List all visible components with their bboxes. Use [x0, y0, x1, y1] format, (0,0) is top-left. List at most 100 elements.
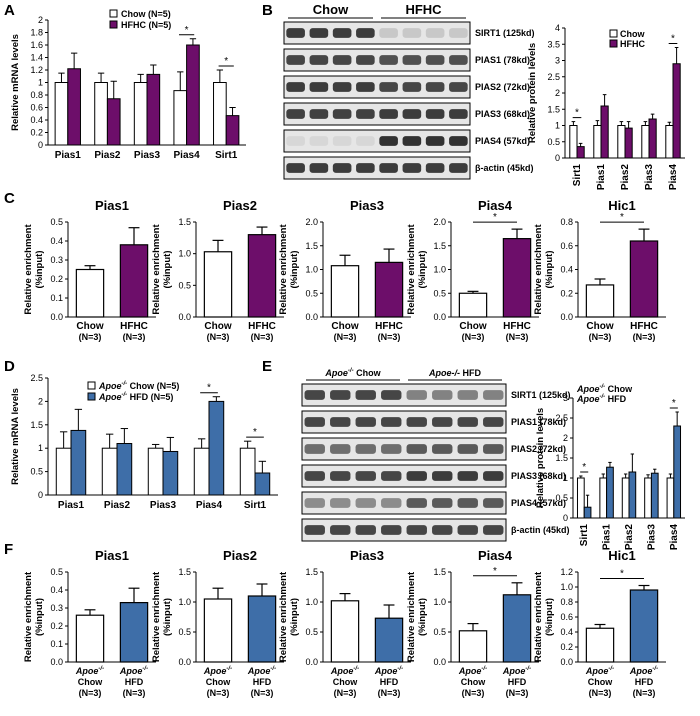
group-label: Apoe-/- HFD	[428, 368, 481, 378]
y-tick-label: 0.5	[305, 627, 318, 637]
blot-strip	[301, 491, 507, 515]
y-axis-subtitle: (%input)	[34, 251, 45, 289]
y-axis-title: Relative mRNA levels	[10, 388, 21, 485]
bar-pias4-s0	[666, 477, 675, 519]
y-tick-label: 0.5	[178, 627, 191, 637]
bar-pias4-s1	[672, 63, 681, 159]
blot-band	[381, 471, 402, 481]
panel-f-chart-hic1: 0.0 0.2 0.4 0.6 0.8 1.0 1.2 Hic1 Relative enrich…	[533, 548, 666, 698]
x-tick-label: Pias2	[94, 150, 121, 161]
significance-star: *	[575, 108, 579, 119]
x-tick-label: HFHC	[248, 321, 276, 332]
blot-band	[402, 136, 422, 146]
significance-star: *	[185, 25, 189, 36]
x-tick-label: (N=3)	[251, 688, 274, 698]
blot-band	[425, 28, 445, 38]
bar-pias1-s1	[600, 105, 609, 159]
blot-band	[449, 163, 468, 173]
blot-band	[330, 417, 351, 427]
blot-band	[381, 390, 402, 400]
y-tick-label: 1.0	[178, 597, 191, 607]
legend-label-chow: Apoe-/- Chow (N=5)	[98, 381, 179, 391]
y-axis-subtitle: (%input)	[289, 598, 300, 636]
bar-pias3-s0	[641, 125, 650, 159]
blot-strip	[301, 518, 507, 542]
legend-label-chow: Apoe-/- Chow	[576, 384, 633, 394]
bar-0	[330, 600, 360, 663]
bar-1	[629, 589, 659, 663]
blot-band	[332, 82, 352, 92]
y-axis-subtitle: (%input)	[417, 251, 428, 289]
bar-pias4-s1	[208, 400, 225, 496]
bar-1	[119, 244, 149, 318]
blot-band	[402, 163, 422, 173]
blot-band	[304, 444, 325, 454]
blot-label: PIAS3 (68kd)	[475, 109, 530, 119]
panel-c-chart-hic1: 0.0 0.2 0.4 0.6 0.8 Hic1 Relative enrichment (%…	[533, 198, 666, 342]
y-tick-label: 1.6	[30, 40, 43, 50]
blot-strip	[283, 75, 471, 99]
legend-swatch-hfd	[87, 392, 96, 401]
y-tick-label: 3	[555, 56, 560, 66]
x-tick-label: Chow	[333, 677, 358, 687]
blot-band	[402, 28, 422, 38]
y-tick-label: 0.5	[555, 493, 568, 503]
blot-band	[309, 136, 329, 146]
x-tick-label: (N=3)	[334, 688, 357, 698]
y-tick-label: 0.5	[433, 288, 446, 298]
blot-band	[309, 109, 329, 119]
bar-sirt1-s0	[213, 82, 227, 146]
blot-band	[381, 417, 402, 427]
y-tick-label: 0.5	[305, 288, 318, 298]
y-tick-label: 2	[38, 15, 43, 25]
y-tick-label: 1.5	[547, 104, 560, 114]
x-tick-label: Pias4	[196, 500, 223, 511]
blot-band	[355, 525, 376, 535]
panel-letter-d: D	[4, 358, 15, 375]
bar-pias3-s0	[644, 477, 652, 519]
y-tick-label: 0.8	[30, 90, 43, 100]
bar-0	[203, 598, 233, 663]
x-tick-label: (N=3)	[506, 688, 529, 698]
x-tick-label: Apoe-/-	[629, 666, 658, 676]
y-axis-subtitle: (%input)	[289, 251, 300, 289]
y-tick-label: 0.4	[50, 236, 63, 246]
blot-strip	[301, 464, 507, 488]
bar-pias4-s1	[673, 425, 682, 519]
blot-label: PIAS1 (78kd)	[475, 55, 530, 65]
blot-band	[304, 525, 325, 535]
blot-band	[381, 525, 402, 535]
significance-star: *	[493, 212, 497, 223]
bar-0	[75, 268, 105, 318]
blot-band	[483, 498, 504, 508]
y-tick-label: 2.5	[555, 413, 568, 423]
y-tick-label: 1.0	[305, 265, 318, 275]
y-tick-label: 0.2	[50, 274, 63, 284]
blot-band	[332, 28, 352, 38]
y-axis-title: Relative enrichment	[278, 224, 289, 315]
y-tick-label: 0.8	[560, 217, 573, 227]
x-tick-label: Chow	[78, 677, 103, 687]
x-tick-label: Apoe-/-	[585, 666, 614, 676]
bar-1	[502, 238, 532, 318]
y-tick-label: 1.0	[433, 265, 446, 275]
y-tick-label: 0.0	[560, 657, 573, 667]
y-axis-title: Relative protein levels	[527, 43, 538, 143]
y-tick-label: 0.5	[50, 567, 63, 577]
y-tick-label: 0.6	[30, 103, 43, 113]
y-tick-label: 1.2	[560, 567, 573, 577]
y-tick-label: 0.0	[50, 657, 63, 667]
y-tick-label: 0	[38, 490, 43, 500]
bar-pias3-s1	[650, 472, 659, 519]
x-tick-label: Chow	[588, 677, 613, 687]
blot-band	[425, 82, 445, 92]
x-tick-label: Pias3	[134, 150, 161, 161]
bar-pias3-s0	[133, 82, 148, 146]
panel-letter-b: B	[262, 2, 273, 19]
blot-label: PIAS4 (57kd)	[511, 498, 566, 508]
y-tick-label: 0.0	[433, 312, 446, 322]
x-tick-label: Apoe-/-	[119, 666, 148, 676]
blot-band	[432, 444, 453, 454]
bar-sirt1-s1	[583, 506, 592, 519]
